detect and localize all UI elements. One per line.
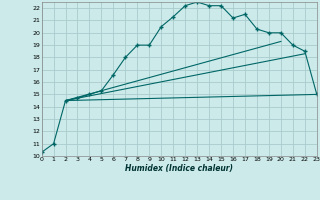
X-axis label: Humidex (Indice chaleur): Humidex (Indice chaleur) [125,164,233,173]
